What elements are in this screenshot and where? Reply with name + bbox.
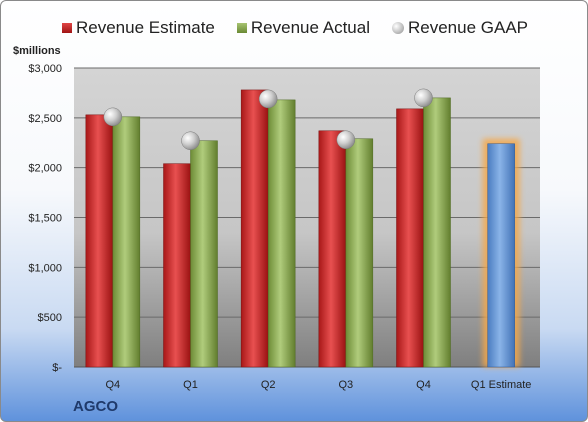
y-tick-label: $3,000 — [28, 63, 62, 75]
bar-revenue-actual — [190, 140, 218, 368]
y-tick-label: $1,000 — [28, 262, 62, 274]
x-tick-label: Q4 — [416, 379, 431, 391]
x-tick-label: Q4 — [105, 379, 120, 391]
legend-item-estimate: Revenue Estimate — [61, 18, 215, 38]
y-tick-label: $2,000 — [28, 163, 62, 175]
legend-swatch-gaap — [391, 22, 404, 34]
bars — [85, 88, 520, 368]
bar-revenue-actual — [267, 99, 296, 368]
legend-label-actual: Revenue Actual — [250, 18, 370, 37]
x-axis-tick-labels: Q4 Q1 Q2 Q3 Q4 Q1 Estimate — [105, 379, 531, 391]
point-revenue-gaap — [258, 89, 278, 109]
legend-item-gaap: Revenue GAAP — [391, 18, 528, 38]
y-axis-unit-label: $millions — [13, 45, 61, 57]
bar-revenue-estimate — [396, 108, 424, 368]
point-revenue-gaap — [336, 130, 356, 150]
legend-swatch-actual — [236, 23, 247, 33]
company-name: AGCO — [73, 398, 118, 415]
legend: Revenue Estimate Revenue Actual Revenue … — [1, 18, 587, 38]
x-tick-label: Q1 — [183, 379, 198, 391]
bar-revenue-estimate — [85, 114, 114, 368]
legend-label-estimate: Revenue Estimate — [75, 18, 215, 37]
legend-label-gaap: Revenue GAAP — [407, 18, 528, 37]
grid-lines — [74, 67, 540, 368]
bar-revenue-actual — [345, 138, 374, 368]
legend-swatch-estimate — [61, 23, 72, 33]
bar-revenue-actual — [112, 116, 141, 368]
legend-item-actual: Revenue Actual — [236, 18, 370, 38]
y-axis-tick-labels: $- $500 $1,000 $1,500 $2,000 $2,500 $3,000 — [28, 63, 62, 374]
point-revenue-gaap — [414, 88, 433, 108]
y-tick-label: $1,500 — [28, 213, 62, 225]
point-revenue-gaap — [103, 107, 123, 127]
y-tick-label: $500 — [38, 312, 62, 324]
y-tick-label: $- — [52, 362, 62, 374]
bar-revenue-estimate — [240, 89, 269, 368]
bar-revenue-actual — [423, 97, 451, 368]
point-revenue-gaap — [181, 131, 200, 151]
x-tick-label: Q3 — [338, 379, 353, 391]
bar-revenue-estimate — [163, 163, 191, 368]
x-tick-label: Q2 — [261, 379, 276, 391]
x-tick-label: Q1 Estimate — [471, 379, 532, 391]
y-tick-label: $2,500 — [28, 113, 62, 125]
bar-revenue-estimate — [318, 130, 347, 368]
bar-revenue-forecast — [487, 143, 515, 368]
